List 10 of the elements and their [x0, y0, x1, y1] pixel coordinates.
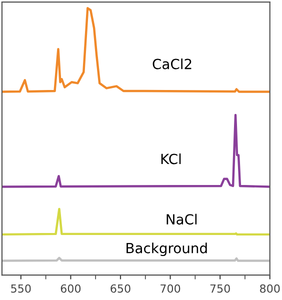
x-tick-label: 600	[60, 284, 81, 293]
x-tick-label: 800	[260, 284, 280, 293]
series-label: CaCl2	[152, 58, 192, 70]
series-label: Background	[126, 242, 207, 256]
x-tick-label: 650	[110, 284, 130, 293]
x-tick-label: 700	[160, 284, 180, 293]
series-label: KCl	[161, 153, 181, 164]
series-label: NaCl	[166, 214, 197, 225]
x-tick-label: 750	[210, 284, 230, 293]
x-tick-label: 550	[11, 284, 31, 293]
